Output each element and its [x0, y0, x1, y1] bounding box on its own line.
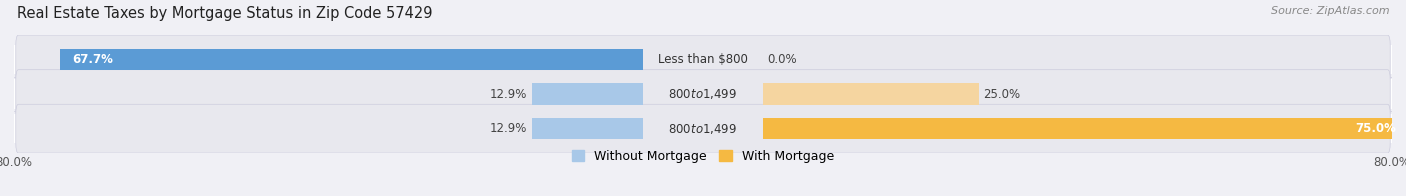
Text: 25.0%: 25.0% [983, 88, 1019, 101]
Bar [531, 83, 643, 105]
Bar [59, 49, 643, 70]
Legend: Without Mortgage, With Mortgage: Without Mortgage, With Mortgage [567, 145, 839, 168]
Text: 0.0%: 0.0% [768, 53, 797, 66]
Text: Source: ZipAtlas.com: Source: ZipAtlas.com [1271, 6, 1389, 16]
Text: Less than $800: Less than $800 [658, 53, 748, 66]
Text: 75.0%: 75.0% [1355, 122, 1396, 135]
Bar [531, 118, 643, 139]
FancyBboxPatch shape [15, 35, 1391, 84]
Text: 12.9%: 12.9% [489, 122, 527, 135]
Text: Real Estate Taxes by Mortgage Status in Zip Code 57429: Real Estate Taxes by Mortgage Status in … [17, 6, 433, 21]
Text: $800 to $1,499: $800 to $1,499 [668, 122, 738, 136]
Bar [14, 79, 1392, 109]
Text: $800 to $1,499: $800 to $1,499 [668, 87, 738, 101]
Bar [14, 114, 1392, 143]
FancyBboxPatch shape [15, 104, 1391, 153]
Text: 12.9%: 12.9% [489, 88, 527, 101]
FancyBboxPatch shape [15, 70, 1391, 118]
Bar [763, 83, 979, 105]
Bar [763, 118, 1406, 139]
Text: 67.7%: 67.7% [73, 53, 114, 66]
Bar [14, 45, 1392, 74]
